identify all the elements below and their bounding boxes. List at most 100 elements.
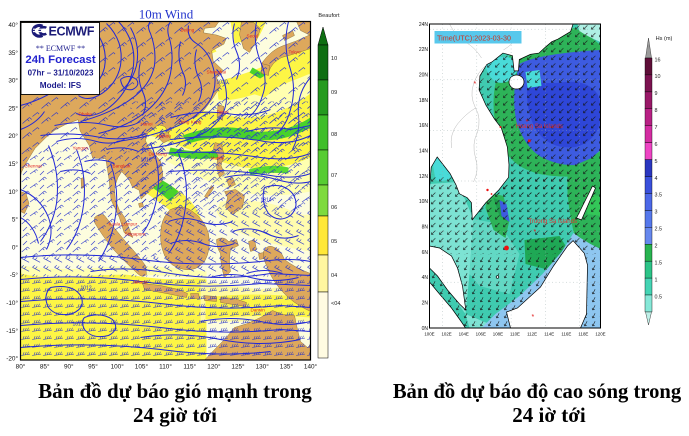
svg-text:Yangon: Yangon	[73, 146, 89, 151]
svg-text:1016: 1016	[141, 158, 152, 164]
svg-text:<04: <04	[331, 301, 341, 307]
svg-text:07hr – 31/10/2023: 07hr – 31/10/2023	[28, 69, 94, 78]
svg-text:09: 09	[331, 90, 337, 96]
svg-text:106E: 106E	[476, 332, 486, 337]
svg-text:Kuala Lumpur: Kuala Lumpur	[109, 222, 138, 227]
svg-text:Beaufort: Beaufort	[318, 13, 340, 19]
svg-text:100E: 100E	[424, 332, 434, 337]
svg-text:140°: 140°	[304, 363, 318, 371]
svg-text:6N: 6N	[422, 250, 429, 256]
svg-text:10: 10	[331, 56, 337, 62]
svg-text:2: 2	[655, 244, 658, 250]
svg-text:8: 8	[655, 108, 658, 114]
svg-text:16: 16	[655, 57, 661, 63]
svg-text:118E: 118E	[578, 332, 588, 337]
svg-text:Seoul: Seoul	[247, 34, 259, 39]
svg-text:2.5: 2.5	[655, 227, 663, 233]
svg-text:105°: 105°	[135, 363, 149, 371]
svg-text:102E: 102E	[441, 332, 451, 337]
svg-text:Jakarta: Jakarta	[133, 280, 149, 285]
svg-text:12N: 12N	[419, 174, 429, 180]
svg-text:5°: 5°	[12, 216, 19, 224]
svg-text:120°: 120°	[207, 363, 221, 371]
svg-text:9: 9	[655, 91, 658, 97]
svg-text:15°: 15°	[8, 160, 18, 168]
svg-text:110E: 110E	[510, 332, 520, 337]
svg-text:10N: 10N	[419, 199, 429, 205]
svg-text:Hoang Sa Islands: Hoang Sa Islands	[516, 124, 563, 130]
svg-text:130°: 130°	[256, 363, 270, 371]
svg-text:-5°: -5°	[10, 271, 19, 279]
svg-text:10m Wind: 10m Wind	[139, 7, 194, 22]
svg-text:08: 08	[331, 132, 337, 138]
svg-text:1012: 1012	[81, 286, 92, 292]
svg-text:Hong Kong: Hong Kong	[179, 120, 202, 125]
svg-text:10°: 10°	[8, 188, 18, 196]
svg-text:125°: 125°	[231, 363, 245, 371]
svg-text:Bản đồ dự báo độ cao sóng tron: Bản đồ dự báo độ cao sóng trong	[393, 381, 682, 403]
svg-text:80°: 80°	[16, 363, 26, 371]
svg-text:ECMWF: ECMWF	[49, 24, 95, 38]
svg-text:1013: 1013	[73, 322, 84, 328]
svg-text:Dhaka: Dhaka	[79, 112, 93, 117]
svg-text:*: *	[474, 81, 477, 88]
svg-text:16N: 16N	[419, 123, 429, 129]
svg-text:24h Forecast: 24h Forecast	[25, 54, 95, 66]
svg-text:24 giờ tới: 24 giờ tới	[133, 403, 217, 427]
svg-text:*: *	[532, 314, 535, 321]
svg-text:Haikou: Haikou	[157, 134, 172, 139]
svg-text:Singapore: Singapore	[125, 232, 146, 237]
svg-text:Hanoi: Hanoi	[141, 122, 153, 127]
svg-text:3: 3	[655, 210, 658, 216]
svg-text:8N: 8N	[422, 224, 429, 230]
svg-text:110°: 110°	[159, 363, 172, 371]
svg-text:6: 6	[655, 142, 658, 148]
svg-text:2N: 2N	[422, 300, 429, 306]
svg-text:-20°: -20°	[6, 355, 18, 363]
svg-text:0°: 0°	[12, 243, 19, 251]
svg-text:0.5: 0.5	[655, 294, 663, 300]
svg-text:104E: 104E	[459, 332, 469, 337]
svg-text:1.5: 1.5	[655, 261, 663, 267]
svg-text:Da Nang: Da Nang	[149, 152, 168, 157]
svg-text:Model: IFS: Model: IFS	[40, 81, 82, 90]
svg-text:22N: 22N	[419, 47, 429, 53]
svg-text:24 iờ tới: 24 iờ tới	[512, 403, 586, 427]
svg-text:Manila: Manila	[211, 156, 225, 161]
svg-text:1020: 1020	[217, 80, 228, 86]
svg-text:Time(UTC):2023-03-30: Time(UTC):2023-03-30	[437, 34, 511, 43]
svg-text:108E: 108E	[493, 332, 503, 337]
svg-text:-10°: -10°	[6, 299, 18, 307]
svg-text:95°: 95°	[88, 363, 98, 371]
svg-text:4N: 4N	[422, 275, 429, 281]
svg-text:Darwin: Darwin	[251, 308, 266, 313]
svg-text:05: 05	[331, 239, 337, 245]
svg-text:10: 10	[655, 74, 661, 80]
svg-text:20°: 20°	[8, 132, 18, 140]
svg-text:Chennai: Chennai	[25, 164, 42, 169]
svg-text:90°: 90°	[64, 363, 74, 371]
svg-text:7: 7	[655, 125, 658, 131]
svg-text:135°: 135°	[280, 363, 294, 371]
svg-text:35°: 35°	[8, 49, 18, 57]
svg-text:20N: 20N	[419, 73, 429, 79]
svg-text:04: 04	[331, 273, 337, 279]
svg-text:Hs (m): Hs (m)	[656, 36, 673, 42]
svg-text:06: 06	[331, 205, 337, 211]
svg-text:Bản đồ dự báo gió mạnh trong: Bản đồ dự báo gió mạnh trong	[38, 379, 312, 403]
svg-text:3.5: 3.5	[655, 193, 663, 199]
svg-text:** ECMWF **: ** ECMWF **	[36, 44, 85, 53]
svg-text:24N: 24N	[419, 22, 429, 28]
svg-text:114E: 114E	[544, 332, 554, 337]
svg-text:5: 5	[655, 159, 658, 165]
svg-text:120E: 120E	[595, 332, 605, 337]
svg-text:Truong Sa Islands: Truong Sa Islands	[529, 219, 577, 225]
svg-text:Beijing: Beijing	[181, 28, 195, 33]
svg-text:-15°: -15°	[6, 327, 18, 335]
svg-text:18N: 18N	[419, 98, 429, 104]
svg-text:100°: 100°	[111, 363, 125, 371]
svg-text:85°: 85°	[40, 363, 50, 371]
svg-text:112E: 112E	[527, 332, 537, 337]
svg-text:1014: 1014	[261, 198, 272, 204]
svg-text:116E: 116E	[561, 332, 571, 337]
